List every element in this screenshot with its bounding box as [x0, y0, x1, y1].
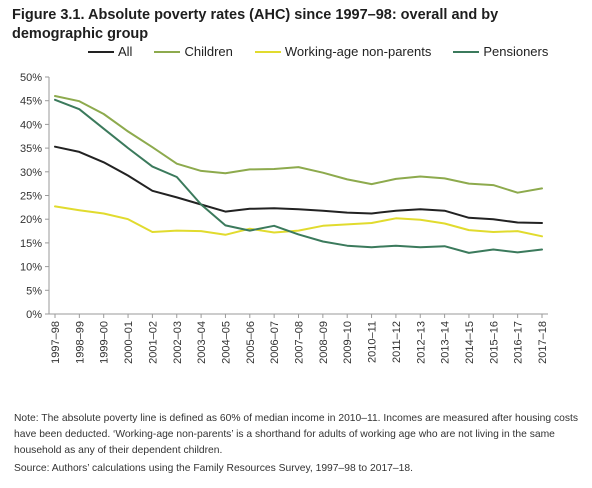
- x-tick-label: 2007–08: [294, 321, 306, 364]
- x-tick-label: 2012–13: [415, 321, 427, 364]
- series-line-pensioners: [54, 98, 543, 254]
- y-tick-label: 0%: [26, 309, 42, 321]
- legend-item-all: All: [88, 44, 132, 59]
- x-tick-label: 2017–18: [537, 321, 549, 364]
- legend-label-pensioners: Pensioners: [483, 44, 549, 59]
- chart-legend: All Children Working-age non-parents Pen…: [88, 44, 548, 59]
- x-tick-label: 2002–03: [172, 321, 184, 364]
- x-tick-label: 1998–99: [74, 321, 86, 364]
- x-tick-label: 2011–12: [391, 321, 403, 363]
- x-tick-label: 2001–02: [147, 321, 159, 364]
- y-tick-label: 20%: [20, 214, 42, 226]
- chart-title: Figure 3.1. Absolute poverty rates (AHC)…: [12, 7, 499, 42]
- x-tick-label: 1999–00: [99, 321, 111, 364]
- y-tick-label: 35%: [20, 143, 42, 155]
- x-tick-label: 2014–15: [464, 321, 476, 364]
- legend-label-working-age: Working-age non-parents: [284, 44, 432, 59]
- legend-swatch-children: [154, 50, 181, 53]
- y-tick-label: 25%: [20, 191, 42, 203]
- legend-swatch-pensioners: [453, 50, 480, 53]
- y-tick-label: 30%: [20, 167, 42, 179]
- x-tick-label: 2013–14: [440, 321, 452, 364]
- y-tick-label: 10%: [20, 262, 42, 274]
- legend-swatch-working-age: [254, 50, 281, 53]
- legend-item-working-age: Working-age non-parents: [254, 44, 432, 59]
- series-line-working-age-non-parents: [54, 205, 543, 238]
- x-tick-label: 2015–16: [488, 321, 500, 364]
- legend-swatch-all: [88, 50, 114, 53]
- legend-label-children: Children: [184, 44, 233, 59]
- x-tick-label: 2004–05: [220, 321, 232, 364]
- legend-item-children: Children: [154, 44, 233, 59]
- y-tick-label: 45%: [20, 96, 42, 108]
- legend-label-all: All: [118, 44, 133, 59]
- x-tick-label: 2009–10: [342, 321, 354, 364]
- chart-source: Source: Authors’ calculations using the …: [14, 463, 413, 474]
- y-tick-label: 40%: [20, 119, 42, 131]
- series-line-children: [54, 95, 543, 194]
- y-tick-label: 50%: [20, 72, 42, 84]
- y-tick-label: 5%: [26, 285, 42, 297]
- x-tick-label: 2008–09: [318, 321, 330, 364]
- series-line-all: [54, 145, 543, 224]
- x-tick-label: 2010–11: [367, 321, 379, 363]
- line-chart: 0% 5% 10% 15% 20% 25% 30% 35% 40% 45% 50% 1997–98 19…: [20, 72, 549, 364]
- x-tick-label: 2016–17: [513, 321, 525, 364]
- legend-item-pensioners: Pensioners: [453, 44, 548, 59]
- x-tick-label: 1997–98: [50, 321, 62, 364]
- x-tick-label: 2003–04: [196, 321, 208, 364]
- x-tick-label: 2006–07: [269, 321, 281, 364]
- y-tick-label: 15%: [20, 238, 42, 250]
- x-tick-label: 2005–06: [245, 321, 257, 364]
- x-tick-label: 2000–01: [123, 321, 135, 364]
- chart-note: Note: The absolute poverty line is defin…: [14, 413, 578, 456]
